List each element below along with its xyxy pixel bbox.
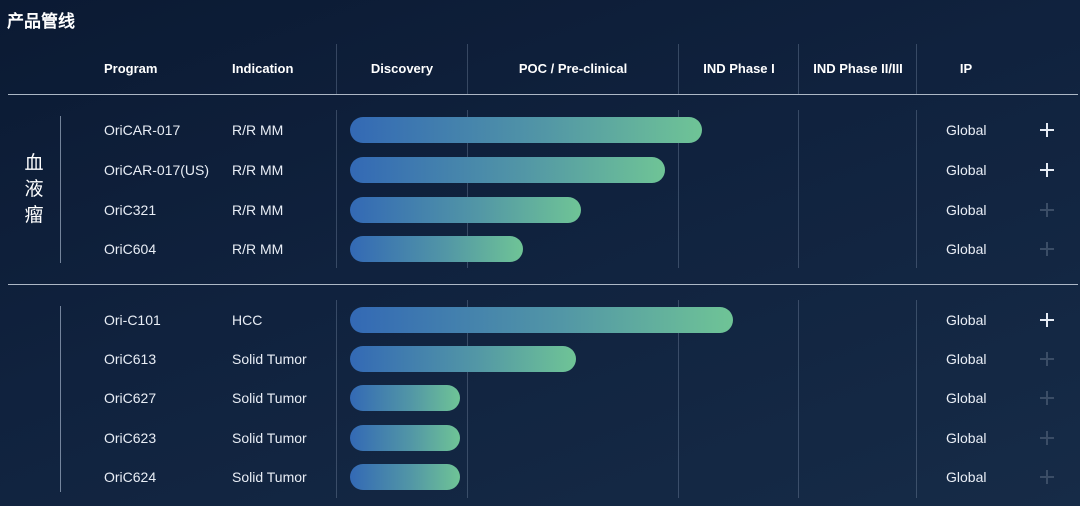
column-separator (678, 44, 679, 94)
ip-region: Global (946, 202, 987, 218)
plus-icon[interactable] (1040, 242, 1054, 256)
group-bar-solid (60, 306, 61, 492)
indication: R/R MM (232, 241, 284, 257)
plus-icon[interactable] (1040, 203, 1054, 217)
progress-bar (350, 464, 460, 490)
ip-region: Global (946, 469, 987, 485)
indication: R/R MM (232, 202, 284, 218)
plus-icon[interactable] (1040, 123, 1054, 137)
column-separator (916, 44, 917, 94)
progress-bar (350, 346, 576, 372)
plus-icon[interactable] (1040, 352, 1054, 366)
column-separator (467, 300, 468, 498)
column-separator (467, 44, 468, 94)
column-separator (798, 110, 799, 268)
program-name: OriCAR-017(US) (104, 162, 210, 178)
group-label-hematologic: 血液瘤 (24, 153, 44, 226)
column-separator (678, 110, 679, 268)
indication: R/R MM (232, 162, 284, 178)
header-discovery: Discovery (370, 61, 434, 76)
group-bar-hematologic (60, 116, 61, 263)
progress-bar (350, 157, 665, 183)
progress-bar (350, 197, 581, 223)
progress-bar (350, 307, 733, 333)
indication: Solid Tumor (232, 469, 307, 485)
program-name: Ori-C101 (104, 312, 161, 328)
indication: HCC (232, 312, 263, 328)
column-separator (798, 300, 799, 498)
program-name: OriC623 (104, 430, 157, 446)
plus-icon[interactable] (1040, 431, 1054, 445)
header-indication: Indication (232, 61, 294, 76)
column-separator (916, 110, 917, 268)
plus-icon[interactable] (1040, 313, 1054, 327)
ip-region: Global (946, 351, 987, 367)
program-name: OriC627 (104, 390, 157, 406)
progress-bar (350, 236, 523, 262)
group-divider (8, 284, 1078, 285)
ip-region: Global (946, 122, 987, 138)
header-program: Program (104, 61, 158, 76)
program-name: OriC321 (104, 202, 157, 218)
program-name: OriC604 (104, 241, 157, 257)
plus-icon[interactable] (1040, 391, 1054, 405)
column-separator (678, 300, 679, 498)
column-separator (336, 44, 337, 94)
progress-bar (350, 385, 460, 411)
program-name: OriC613 (104, 351, 157, 367)
indication: Solid Tumor (232, 390, 307, 406)
ip-region: Global (946, 430, 987, 446)
ip-region: Global (946, 390, 987, 406)
indication: R/R MM (232, 122, 284, 138)
program-name: OriC624 (104, 469, 157, 485)
column-separator (336, 300, 337, 498)
column-separator (336, 110, 337, 268)
header-ind-phase-1: IND Phase I (703, 61, 775, 76)
column-separator (798, 44, 799, 94)
page-title: 产品管线 (7, 12, 75, 31)
column-separator (467, 110, 468, 268)
program-name: OriCAR-017 (104, 122, 181, 138)
column-separator (916, 300, 917, 498)
progress-bar (350, 117, 702, 143)
indication: Solid Tumor (232, 351, 307, 367)
ip-region: Global (946, 312, 987, 328)
header-ip: IP (959, 61, 973, 76)
plus-icon[interactable] (1040, 470, 1054, 484)
progress-bar (350, 425, 460, 451)
header-poc: POC / Pre-clinical (518, 61, 628, 76)
indication: Solid Tumor (232, 430, 307, 446)
ip-region: Global (946, 241, 987, 257)
plus-icon[interactable] (1040, 163, 1054, 177)
ip-region: Global (946, 162, 987, 178)
header-ind-phase-2-3: IND Phase II/III (813, 61, 903, 76)
header-divider (8, 94, 1078, 95)
